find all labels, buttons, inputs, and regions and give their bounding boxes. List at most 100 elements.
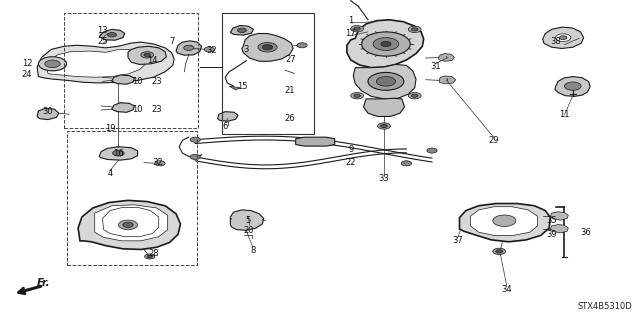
Polygon shape <box>353 64 416 99</box>
Polygon shape <box>347 20 424 68</box>
Circle shape <box>184 45 194 50</box>
Circle shape <box>412 28 418 31</box>
Circle shape <box>118 220 138 230</box>
Polygon shape <box>128 46 166 64</box>
Circle shape <box>376 77 396 86</box>
Text: 11: 11 <box>559 110 570 119</box>
Polygon shape <box>470 207 538 235</box>
Polygon shape <box>95 205 168 241</box>
Polygon shape <box>438 54 454 61</box>
Polygon shape <box>439 76 456 84</box>
Polygon shape <box>550 212 568 220</box>
Text: 21: 21 <box>285 86 295 95</box>
Polygon shape <box>112 75 134 84</box>
Text: 33: 33 <box>379 174 389 183</box>
Polygon shape <box>364 98 404 116</box>
Circle shape <box>381 124 387 128</box>
Circle shape <box>401 161 412 166</box>
Circle shape <box>297 43 307 48</box>
Circle shape <box>144 53 150 56</box>
Circle shape <box>559 36 567 40</box>
Polygon shape <box>112 103 134 112</box>
Text: 23: 23 <box>152 105 162 114</box>
Polygon shape <box>176 41 202 55</box>
Text: 31: 31 <box>430 63 440 71</box>
Circle shape <box>354 27 360 30</box>
Text: 28: 28 <box>148 249 159 258</box>
Polygon shape <box>460 204 550 242</box>
Text: Fr.: Fr. <box>37 278 51 288</box>
Text: 19: 19 <box>105 124 115 133</box>
Polygon shape <box>99 147 138 160</box>
Circle shape <box>493 215 516 226</box>
Text: 5: 5 <box>246 216 251 225</box>
Text: 24: 24 <box>22 70 32 79</box>
Text: 29: 29 <box>489 136 499 145</box>
Circle shape <box>408 26 421 33</box>
Circle shape <box>362 32 410 56</box>
Text: 10: 10 <box>132 77 143 86</box>
Text: 1: 1 <box>348 16 353 25</box>
Polygon shape <box>37 42 174 83</box>
Text: 25: 25 <box>97 37 108 46</box>
Text: 39: 39 <box>547 230 557 239</box>
Text: 12: 12 <box>22 59 32 68</box>
Circle shape <box>351 93 364 99</box>
Circle shape <box>351 26 364 32</box>
Text: 17: 17 <box>346 29 356 38</box>
Text: 22: 22 <box>346 158 356 167</box>
Circle shape <box>45 60 60 68</box>
Polygon shape <box>78 200 180 249</box>
Polygon shape <box>230 210 264 230</box>
Polygon shape <box>47 49 146 77</box>
Circle shape <box>368 72 404 90</box>
Text: 9: 9 <box>348 145 353 154</box>
Polygon shape <box>543 27 584 48</box>
Circle shape <box>123 222 133 227</box>
Circle shape <box>258 42 277 52</box>
Circle shape <box>427 148 437 153</box>
Text: 16: 16 <box>113 149 124 158</box>
Text: 30: 30 <box>43 107 53 116</box>
Text: 34: 34 <box>502 285 512 294</box>
Text: 20: 20 <box>243 226 253 235</box>
Circle shape <box>155 161 165 166</box>
Circle shape <box>556 34 571 41</box>
Text: 10: 10 <box>132 105 143 114</box>
Text: 8: 8 <box>250 246 255 255</box>
Circle shape <box>204 47 214 52</box>
Polygon shape <box>550 225 568 233</box>
Text: 38: 38 <box>550 37 561 46</box>
Circle shape <box>412 94 418 97</box>
Polygon shape <box>296 137 335 146</box>
Text: 7: 7 <box>169 37 174 46</box>
Text: 36: 36 <box>580 228 591 237</box>
Text: 4: 4 <box>108 169 113 178</box>
Polygon shape <box>99 29 125 40</box>
Circle shape <box>237 28 246 33</box>
Text: STX4B5310D: STX4B5310D <box>577 302 632 311</box>
Polygon shape <box>218 112 238 121</box>
Polygon shape <box>555 77 590 96</box>
Text: 32: 32 <box>152 158 163 167</box>
Circle shape <box>145 254 155 259</box>
Polygon shape <box>230 26 253 35</box>
Circle shape <box>564 82 581 90</box>
Circle shape <box>354 94 360 97</box>
Circle shape <box>381 41 391 47</box>
Circle shape <box>147 255 152 258</box>
Text: 13: 13 <box>97 26 108 35</box>
Circle shape <box>141 52 154 58</box>
Text: 32: 32 <box>206 46 216 55</box>
Circle shape <box>496 250 502 253</box>
Text: 27: 27 <box>285 55 296 63</box>
Circle shape <box>190 154 200 160</box>
Text: 37: 37 <box>452 236 463 245</box>
Polygon shape <box>229 86 240 90</box>
Text: 14: 14 <box>147 56 157 65</box>
Circle shape <box>113 150 124 156</box>
Circle shape <box>408 93 421 99</box>
Circle shape <box>262 45 273 50</box>
Text: 15: 15 <box>237 82 247 91</box>
Circle shape <box>108 33 116 37</box>
